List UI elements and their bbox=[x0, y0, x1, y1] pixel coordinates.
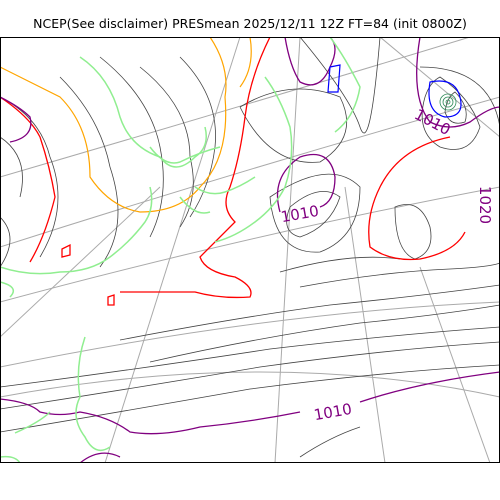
red-isobars bbox=[0, 37, 466, 306]
graticule bbox=[0, 37, 500, 463]
pressure-map: 1010 1010 1010 1020 bbox=[0, 37, 500, 463]
blue-isobars bbox=[327, 64, 462, 118]
chart-title: NCEP(See disclaimer) PRESmean 2025/12/11… bbox=[33, 16, 467, 31]
low-center-rings bbox=[439, 93, 457, 111]
contour-label-1020-east: 1020 bbox=[476, 186, 494, 224]
purple-isobars bbox=[0, 37, 500, 463]
orange-isobars bbox=[0, 37, 252, 213]
coastlines bbox=[0, 37, 361, 463]
